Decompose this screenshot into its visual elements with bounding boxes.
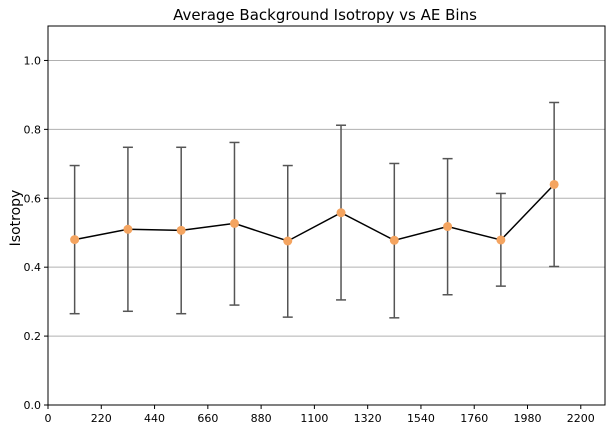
data-point (283, 236, 293, 246)
y-axis-ticks: 0.0 0.2 0.4 0.6 0.8 1.0 (24, 54, 48, 412)
y-tick-label: 0.8 (24, 123, 42, 136)
plot-frame (47, 25, 606, 406)
data-point (443, 222, 453, 232)
series-line (74, 183, 555, 242)
data-point (389, 235, 399, 245)
x-axis-ticks: 0 220 440 660 880 1100 1320 1540 1760 1980 2200 (45, 405, 595, 425)
x-tick-label: 1100 (300, 412, 328, 425)
x-tick-label: 880 (251, 412, 272, 425)
error-bars (69, 101, 560, 319)
chart-title: Average Background Isotropy vs AE Bins (173, 6, 477, 24)
data-point (229, 218, 239, 228)
y-axis-label: Isotropy (8, 190, 24, 247)
data-point (123, 224, 133, 234)
y-tick-label: 0.6 (24, 192, 42, 205)
data-point (549, 179, 559, 189)
x-tick-label: 1320 (354, 412, 382, 425)
y-tick-label: 0.0 (24, 399, 42, 412)
data-point (176, 225, 186, 235)
grid-lines (48, 59, 605, 337)
y-tick-label: 1.0 (24, 54, 42, 67)
x-tick-label: 220 (91, 412, 112, 425)
x-tick-label: 1980 (514, 412, 542, 425)
x-tick-label: 1760 (460, 412, 488, 425)
y-tick-label: 0.4 (24, 261, 42, 274)
x-tick-label: 440 (144, 412, 165, 425)
data-point (70, 235, 80, 245)
x-tick-label: 2200 (567, 412, 595, 425)
y-tick-label: 0.2 (24, 330, 42, 343)
data-markers (70, 179, 559, 246)
x-tick-label: 1540 (407, 412, 435, 425)
data-point (336, 208, 346, 218)
data-point (496, 235, 506, 245)
x-tick-label: 0 (45, 412, 52, 425)
x-tick-label: 660 (197, 412, 218, 425)
